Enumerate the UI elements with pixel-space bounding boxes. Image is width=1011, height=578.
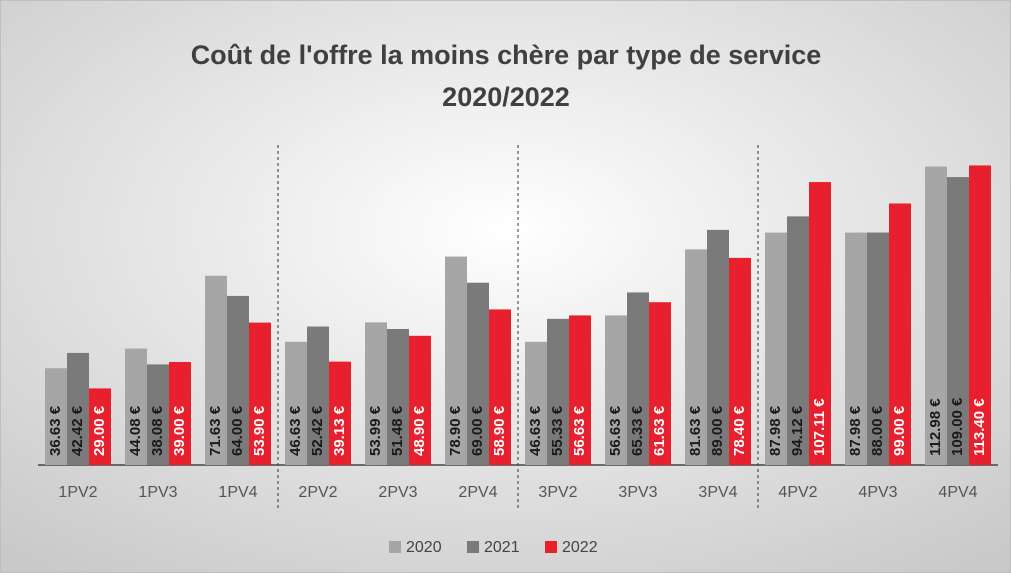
bar: [605, 315, 627, 465]
bar: [925, 166, 947, 465]
data-label: 69.00 €: [469, 405, 486, 456]
data-label: 81.63 €: [687, 405, 704, 456]
bar: [525, 341, 547, 465]
data-label: 46.63 €: [527, 405, 544, 456]
bar: [729, 257, 751, 465]
data-label: 56.63 €: [607, 405, 624, 456]
bar: [227, 295, 249, 465]
bar: [867, 232, 889, 465]
bar: [67, 352, 89, 465]
data-label: 107.11 €: [811, 398, 828, 456]
data-label: 39.13 €: [331, 405, 348, 456]
bar: [125, 348, 147, 465]
data-label: 112.98 €: [927, 398, 944, 456]
x-tick-label: 3PV4: [698, 484, 737, 501]
legend-label: 2020: [406, 539, 442, 556]
bar: [569, 315, 591, 465]
data-label: 78.40 €: [731, 405, 748, 456]
data-label: 94.12 €: [789, 405, 806, 456]
bar: [169, 361, 191, 465]
data-label: 38.08 €: [149, 405, 166, 456]
data-label: 44.08 €: [127, 405, 144, 456]
legend-swatch: [467, 541, 479, 553]
x-tick-label: 4PV2: [778, 484, 817, 501]
data-label: 89.00 €: [709, 405, 726, 456]
bar: [765, 232, 787, 465]
x-tick-label: 3PV3: [618, 484, 657, 501]
legend-swatch: [545, 541, 557, 553]
bar: [969, 165, 991, 465]
bar: [409, 335, 431, 465]
data-label: 39.00 €: [171, 405, 188, 456]
data-label: 29.00 €: [91, 405, 108, 456]
data-label: 42.42 €: [69, 405, 86, 456]
data-label: 51.48 €: [389, 405, 406, 456]
bar: [147, 364, 169, 465]
bar: [285, 341, 307, 465]
bar: [89, 388, 111, 465]
data-label: 46.63 €: [287, 405, 304, 456]
bar: [365, 322, 387, 465]
bar: [329, 361, 351, 465]
data-label: 56.63 €: [571, 405, 588, 456]
chart-title: 2020/2022: [442, 82, 570, 112]
legend-swatch: [389, 541, 401, 553]
bar: [387, 329, 409, 465]
bar: [649, 302, 671, 465]
x-tick-label: 1PV4: [218, 484, 257, 501]
data-label: 113.40 €: [971, 398, 988, 456]
bar: [445, 256, 467, 465]
bar: [889, 203, 911, 465]
x-tick-label: 3PV2: [538, 484, 577, 501]
bar: [307, 326, 329, 465]
bar: [685, 249, 707, 465]
data-label: 78.90 €: [447, 405, 464, 456]
data-label: 99.00 €: [891, 405, 908, 456]
data-label: 53.99 €: [367, 405, 384, 456]
bar: [787, 216, 809, 465]
data-label: 71.63 €: [207, 405, 224, 456]
legend-label: 2022: [562, 539, 598, 556]
x-tick-label: 1PV2: [58, 484, 97, 501]
x-tick-label: 1PV3: [138, 484, 177, 501]
bar: [707, 229, 729, 465]
bar: [205, 275, 227, 465]
data-label: 109.00 €: [949, 397, 966, 456]
legend-label: 2021: [484, 539, 520, 556]
data-label: 53.90 €: [251, 405, 268, 456]
data-label: 48.90 €: [411, 405, 428, 456]
data-label: 88.00 €: [869, 405, 886, 456]
bar: [627, 292, 649, 465]
data-label: 52.42 €: [309, 405, 326, 456]
x-tick-label: 2PV3: [378, 484, 417, 501]
data-label: 87.98 €: [847, 405, 864, 456]
x-tick-label: 4PV3: [858, 484, 897, 501]
chart-title: Coût de l'offre la moins chère par type …: [191, 40, 822, 70]
bar: [947, 177, 969, 465]
bar: [45, 368, 67, 465]
data-label: 65.33 €: [629, 405, 646, 456]
bar: [249, 322, 271, 465]
x-tick-label: 2PV4: [458, 484, 497, 501]
data-label: 64.00 €: [229, 405, 246, 456]
data-label: 61.63 €: [651, 405, 668, 456]
bar: [489, 309, 511, 465]
bar: [845, 232, 867, 465]
data-label: 58.90 €: [491, 405, 508, 456]
bar: [809, 182, 831, 465]
bar: [467, 282, 489, 465]
x-tick-label: 2PV2: [298, 484, 337, 501]
data-label: 36.63 €: [47, 405, 64, 456]
data-label: 55.33 €: [549, 405, 566, 456]
x-tick-label: 4PV4: [938, 484, 977, 501]
data-label: 87.98 €: [767, 405, 784, 456]
bar: [547, 318, 569, 465]
